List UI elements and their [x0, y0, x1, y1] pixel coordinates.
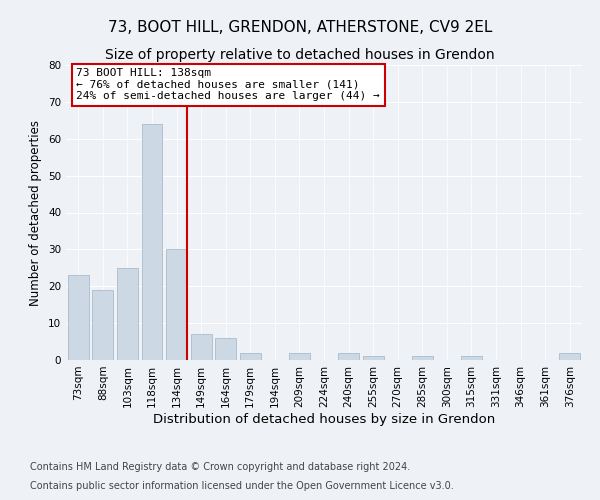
Bar	[289, 352, 310, 360]
Bar	[92, 290, 113, 360]
Bar	[68, 275, 89, 360]
Y-axis label: Number of detached properties: Number of detached properties	[29, 120, 43, 306]
Text: 73, BOOT HILL, GRENDON, ATHERSTONE, CV9 2EL: 73, BOOT HILL, GRENDON, ATHERSTONE, CV9 …	[108, 20, 492, 35]
Text: Contains HM Land Registry data © Crown copyright and database right 2024.: Contains HM Land Registry data © Crown c…	[30, 462, 410, 472]
Bar	[142, 124, 163, 360]
Text: Contains public sector information licensed under the Open Government Licence v3: Contains public sector information licen…	[30, 481, 454, 491]
Text: 73 BOOT HILL: 138sqm
← 76% of detached houses are smaller (141)
24% of semi-deta: 73 BOOT HILL: 138sqm ← 76% of detached h…	[76, 68, 380, 101]
Bar	[412, 356, 433, 360]
X-axis label: Distribution of detached houses by size in Grendon: Distribution of detached houses by size …	[153, 412, 495, 426]
Bar	[117, 268, 138, 360]
Bar	[338, 352, 359, 360]
Bar	[191, 334, 212, 360]
Bar	[215, 338, 236, 360]
Bar	[362, 356, 383, 360]
Bar	[166, 250, 187, 360]
Bar	[240, 352, 261, 360]
Bar	[461, 356, 482, 360]
Text: Size of property relative to detached houses in Grendon: Size of property relative to detached ho…	[105, 48, 495, 62]
Bar	[559, 352, 580, 360]
